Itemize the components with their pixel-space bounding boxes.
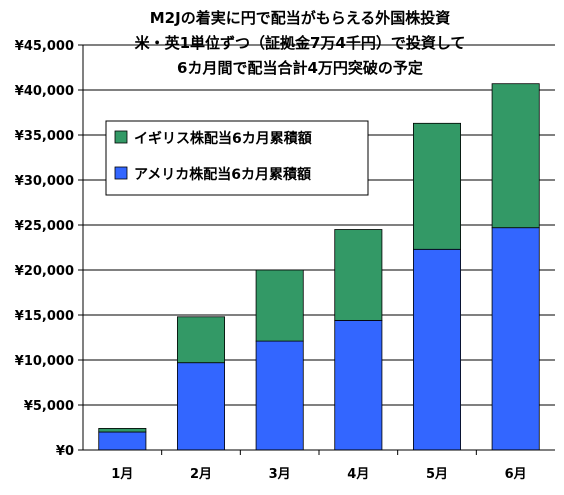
x-tick-label: 2月 xyxy=(190,467,212,482)
bar-uk-4 xyxy=(334,229,383,321)
bar-uk-5 xyxy=(412,122,461,250)
bar-uk-2 xyxy=(176,316,225,364)
legend: イギリス株配当6カ月累積額 アメリカ株配当6カ月累積額 xyxy=(105,120,369,196)
legend-swatch-us xyxy=(114,166,128,180)
bar-uk-3 xyxy=(255,269,304,342)
bar-us-4 xyxy=(334,319,383,451)
legend-label-us: アメリカ株配当6カ月累積額 xyxy=(134,166,311,183)
y-tick-label: ¥10,000 xyxy=(15,354,74,369)
y-tick-label: ¥20,000 xyxy=(15,264,74,279)
x-tick-label: 5月 xyxy=(426,467,448,482)
y-tick-label: ¥15,000 xyxy=(15,309,74,324)
y-tick-label: ¥5,000 xyxy=(24,399,74,414)
legend-swatch-uk xyxy=(114,130,128,144)
y-tick-label: ¥35,000 xyxy=(15,129,74,144)
bar-uk-6 xyxy=(491,83,540,229)
y-tick-label: ¥0 xyxy=(56,444,74,459)
bar-us-1 xyxy=(98,431,147,451)
chart-title-line-2: 米・英1単位ずつ（証拠金7万4千円）で投資して xyxy=(135,34,466,52)
bar-us-3 xyxy=(255,340,304,451)
axes xyxy=(78,44,555,455)
legend-label-uk: イギリス株配当6カ月累積額 xyxy=(134,130,312,147)
x-tick-label: 4月 xyxy=(347,467,369,482)
x-tick-label: 1月 xyxy=(111,467,133,482)
x-tick-label: 6月 xyxy=(505,467,527,482)
x-tick-label: 3月 xyxy=(269,467,291,482)
gridlines xyxy=(83,44,555,406)
y-tick-label: ¥40,000 xyxy=(15,84,74,99)
legend-box xyxy=(105,120,369,196)
y-tick-label: ¥25,000 xyxy=(15,219,74,234)
y-tick-label: ¥45,000 xyxy=(15,39,74,54)
bar-us-2 xyxy=(176,362,225,451)
y-axis-tick-labels: ¥0 ¥5,000 ¥10,000 ¥15,000 ¥20,000 ¥25,000 ¥30,… xyxy=(15,39,74,459)
bar-uk-1 xyxy=(98,427,147,433)
y-tick-label: ¥30,000 xyxy=(15,174,74,189)
chart-title-line-3: 6カ月間で配当合計4万円突破の予定 xyxy=(177,59,423,77)
bar-us-5 xyxy=(412,248,461,451)
chart-title: M2Jの着実に円で配当がもらえる外国株投資 米・英1単位ずつ（証拠金7万4千円）… xyxy=(135,9,466,77)
bars xyxy=(98,83,540,451)
chart-title-line-1: M2Jの着実に円で配当がもらえる外国株投資 xyxy=(150,9,451,27)
bar-us-6 xyxy=(491,227,540,451)
x-axis-tick-labels: 1月 2月 3月 4月 5月 6月 xyxy=(111,467,526,482)
